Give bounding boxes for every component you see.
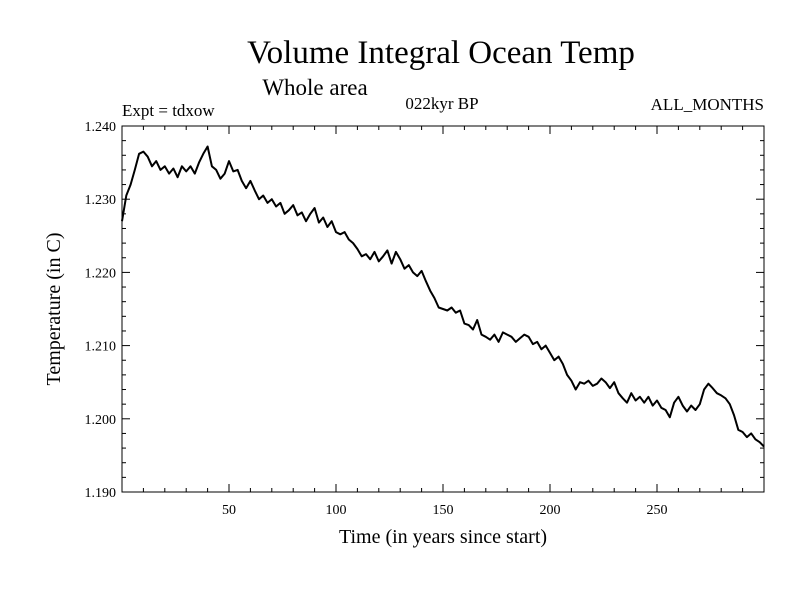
months-note: ALL_MONTHS [651, 95, 764, 114]
x-tick-label: 50 [222, 503, 236, 518]
y-tick-label: 1.230 [85, 193, 117, 208]
y-tick-label: 1.220 [85, 266, 117, 281]
y-tick-label: 1.240 [85, 120, 117, 135]
y-tick-label: 1.190 [85, 486, 117, 501]
x-axis-label: Time (in years since start) [339, 526, 547, 548]
y-tick-label: 1.200 [85, 413, 117, 428]
x-tick-label: 150 [433, 503, 454, 518]
period-note: 022kyr BP [405, 94, 478, 113]
y-axis-label: Temperature (in C) [43, 233, 65, 386]
y-tick-label: 1.210 [85, 340, 117, 355]
temperature-series-line [121, 145, 765, 448]
x-tick-label: 200 [540, 503, 561, 518]
axis-ticks [122, 126, 764, 492]
tick-labels: 50 100 150 200 250 1.190 1.200 1.210 1.220 1.230 1… [85, 120, 668, 518]
chart-subtitle: Whole area [262, 75, 367, 100]
x-tick-label: 250 [647, 503, 668, 518]
x-tick-label: 100 [326, 503, 347, 518]
chart-title: Volume Integral Ocean Temp [247, 35, 635, 71]
expt-note: Expt = tdxow [122, 101, 215, 120]
